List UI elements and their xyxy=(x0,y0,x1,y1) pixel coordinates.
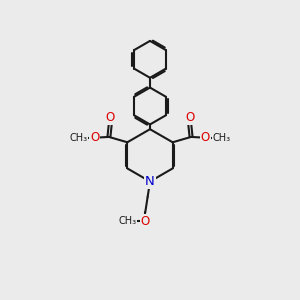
Text: N: N xyxy=(145,175,155,188)
Text: O: O xyxy=(141,215,150,228)
Text: CH₃: CH₃ xyxy=(69,133,87,142)
Text: CH₃: CH₃ xyxy=(118,216,136,226)
Text: O: O xyxy=(90,131,99,144)
Text: O: O xyxy=(201,131,210,144)
Text: O: O xyxy=(106,111,115,124)
Text: O: O xyxy=(185,111,194,124)
Text: CH₃: CH₃ xyxy=(213,133,231,142)
